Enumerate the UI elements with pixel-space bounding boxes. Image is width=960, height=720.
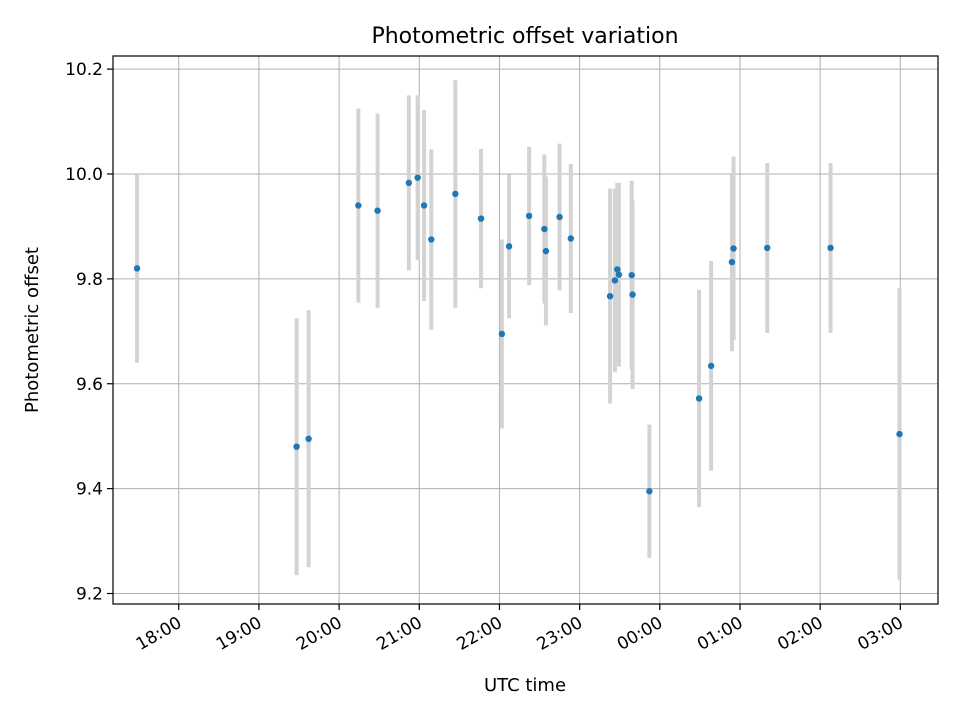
data-point	[628, 272, 635, 279]
data-point	[567, 235, 574, 242]
y-tick-label: 10.0	[65, 165, 103, 185]
data-point	[556, 213, 563, 221]
data-point	[728, 258, 736, 266]
data-point	[420, 202, 428, 209]
data-point	[764, 244, 771, 252]
data-point	[629, 291, 636, 298]
data-point	[611, 277, 619, 284]
y-tick-label: 9.6	[76, 375, 103, 395]
chart-title: Photometric offset variation	[371, 24, 678, 49]
data-point	[730, 245, 737, 252]
x-axis-label: UTC time	[484, 675, 566, 696]
y-axis-ticks: 9.2 9.4 9.6 9.8 10.0 10.2	[65, 60, 113, 605]
data-point	[695, 395, 703, 402]
data-point	[525, 212, 533, 220]
data-point	[827, 244, 834, 252]
data-point	[541, 225, 548, 233]
data-point	[305, 435, 312, 443]
data-point	[428, 236, 435, 243]
data-point	[498, 330, 506, 338]
data-point	[414, 174, 421, 181]
data-point	[293, 443, 300, 450]
data-point	[896, 430, 903, 438]
data-point	[452, 190, 459, 198]
data-point	[355, 202, 362, 209]
data-point	[405, 179, 413, 187]
data-points	[133, 174, 903, 495]
y-tick-label: 9.8	[76, 270, 103, 290]
data-point	[477, 215, 485, 222]
y-tick-label: 9.2	[76, 585, 103, 605]
data-point	[374, 207, 381, 214]
data-point	[606, 292, 614, 300]
y-tick-label: 9.4	[76, 480, 103, 500]
grid	[113, 56, 938, 604]
plot-frame	[112, 55, 939, 605]
data-point	[505, 243, 513, 250]
y-axis-label: Photometric offset	[22, 247, 43, 413]
data-point	[707, 362, 715, 370]
y-tick-label: 10.2	[65, 60, 103, 80]
data-point	[542, 247, 550, 255]
data-point	[646, 488, 653, 495]
data-point	[614, 266, 621, 273]
data-point	[615, 271, 623, 278]
data-point	[133, 265, 141, 272]
